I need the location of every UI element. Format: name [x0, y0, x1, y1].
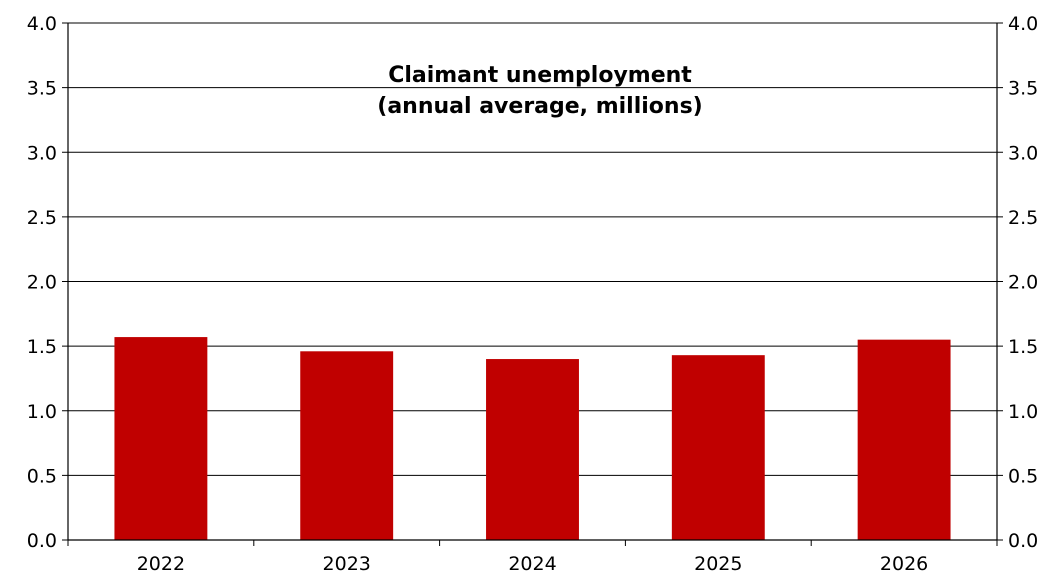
axes: [62, 22, 1003, 546]
x-tick-label: 2026: [880, 553, 928, 574]
y-tick-label-left: 2.5: [27, 207, 57, 229]
x-tick-label: 2022: [137, 553, 185, 574]
y-tick-label-right: 1.5: [1008, 336, 1038, 358]
y-tick-label-left: 2.0: [27, 272, 57, 294]
y-axis-right-labels: 0.0 0.5 1.0 1.5 2.0 2.5 3.0 3.5 4.0: [1008, 13, 1038, 552]
y-tick-label-left: 1.0: [27, 401, 57, 423]
y-tick-label-right: 2.5: [1008, 207, 1038, 229]
y-tick-label-left: 4.0: [27, 13, 57, 35]
chart-title-line-1: Claimant unemployment: [388, 63, 692, 88]
bars: [114, 337, 951, 540]
bar: [114, 337, 208, 540]
y-tick-label-left: 0.5: [27, 465, 57, 487]
y-tick-label-left: 3.5: [27, 78, 57, 100]
x-tick-label: 2025: [694, 553, 742, 574]
bar: [300, 351, 394, 540]
x-tick-label: 2024: [508, 553, 556, 574]
x-tick-label: 2023: [323, 553, 371, 574]
y-tick-label-left: 1.5: [27, 336, 57, 358]
x-axis-labels: 2022 2023 2024 2025 2026: [137, 553, 929, 574]
y-tick-label-right: 3.0: [1008, 142, 1038, 164]
y-tick-label-right: 2.0: [1008, 272, 1038, 294]
y-tick-label-right: 4.0: [1008, 13, 1038, 35]
y-tick-label-right: 3.5: [1008, 78, 1038, 100]
gridlines: [68, 22, 997, 476]
y-tick-label-right: 0.5: [1008, 465, 1038, 487]
y-tick-label-right: 0.0: [1008, 530, 1038, 552]
y-axis-left-labels: 0.0 0.5 1.0 1.5 2.0 2.5 3.0 3.5 4.0: [27, 13, 57, 552]
bar: [671, 355, 765, 540]
y-tick-label-left: 0.0: [27, 530, 57, 552]
y-tick-label-right: 1.0: [1008, 401, 1038, 423]
chart-title-line-2: (annual average, millions): [377, 94, 702, 119]
bar: [486, 359, 579, 540]
bar: [857, 339, 951, 540]
y-tick-label-left: 3.0: [27, 142, 57, 164]
